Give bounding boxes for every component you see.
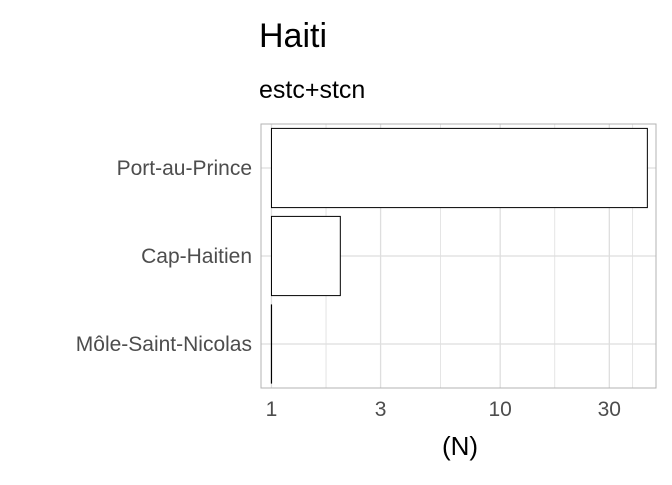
- bar-1: [270, 215, 341, 297]
- x-tick-label: 30: [598, 398, 621, 421]
- bar-layer: [270, 127, 648, 384]
- x-tick-label: 10: [489, 398, 512, 421]
- category-label: Cap-Haitien: [141, 245, 252, 268]
- category-label: Port-au-Prince: [117, 157, 252, 180]
- x-tick-label: 1: [266, 398, 278, 421]
- x-tick-labels: 1 3 10 30: [266, 398, 621, 421]
- bar-0: [270, 127, 648, 209]
- chart-subtitle: estc+stcn: [259, 76, 365, 104]
- x-axis-title: (N): [442, 431, 478, 461]
- chart-title: Haiti: [259, 17, 327, 55]
- x-tick-label: 3: [375, 398, 387, 421]
- category-labels: Port-au-Prince Cap-Haitien Môle-Saint-Nico…: [76, 157, 252, 356]
- category-label: Môle-Saint-Nicolas: [76, 333, 252, 356]
- panel-border: [260, 123, 657, 389]
